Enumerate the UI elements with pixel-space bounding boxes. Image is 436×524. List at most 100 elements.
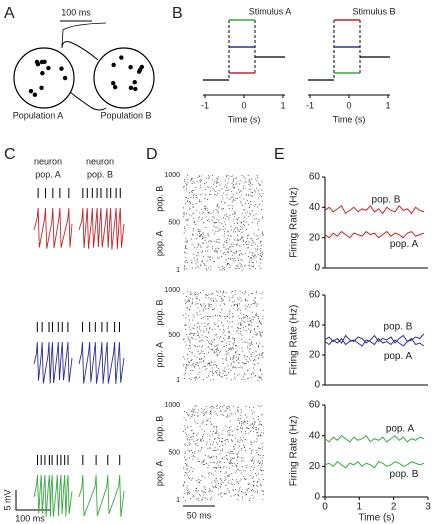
raster-dot (212, 485, 214, 487)
raster-dot (216, 206, 218, 208)
raster-dot (239, 196, 241, 198)
raster-dot (232, 337, 234, 339)
raster-dot (197, 423, 199, 424)
raster-dot (197, 351, 199, 353)
raster-dot (251, 374, 253, 376)
raster-dot (204, 369, 206, 371)
raster-dot (210, 423, 212, 425)
raster-dot (230, 250, 232, 252)
raster-dot (245, 194, 247, 196)
raster-dot (189, 294, 191, 296)
raster-dot (221, 496, 223, 498)
raster-dot (252, 490, 254, 492)
raster-dot (190, 379, 192, 381)
raster-dot (243, 354, 245, 356)
raster-dot (187, 336, 189, 338)
rate-line (324, 434, 425, 443)
raster-dot (248, 304, 249, 306)
raster-dot (185, 196, 187, 198)
raster-dot (261, 231, 263, 233)
raster-dot (252, 262, 254, 264)
raster-dot (222, 267, 224, 269)
raster-dot (243, 378, 245, 380)
raster-dot (253, 480, 255, 482)
raster-dot (186, 364, 187, 366)
raster-dot (218, 352, 220, 354)
raster-dot (250, 188, 252, 190)
raster-dot (215, 315, 216, 316)
raster-dot (198, 365, 200, 367)
raster-dot (233, 252, 235, 254)
raster-dot (261, 405, 263, 407)
raster-dot (233, 448, 235, 450)
raster-dot (192, 327, 194, 329)
raster-dot (221, 414, 223, 415)
raster-dot (196, 479, 198, 481)
raster-dot (238, 299, 240, 301)
raster-dot (209, 435, 211, 437)
raster-dot (253, 256, 255, 257)
raster-dot (216, 432, 218, 434)
raster-dot (187, 240, 189, 242)
raster-dot (252, 424, 254, 426)
raster-dot (214, 233, 215, 235)
raster-dot (253, 255, 255, 257)
raster-dot (241, 194, 243, 196)
raster-dot (248, 184, 250, 185)
raster-dot (227, 237, 229, 239)
raster-dot (223, 330, 225, 332)
raster-dot (232, 347, 234, 349)
raster-dot (211, 370, 213, 372)
raster-dot (241, 213, 243, 215)
raster-dot (242, 444, 244, 446)
raster-dot (252, 303, 254, 304)
raster-dot (207, 210, 209, 212)
raster-dot (200, 361, 202, 363)
raster-dot (247, 175, 249, 176)
raster-dot (222, 299, 224, 301)
neuron-dot (128, 64, 133, 70)
raster-dot (262, 490, 264, 492)
raster-dot (244, 299, 246, 301)
raster-dot (206, 411, 208, 413)
raster-dot (211, 408, 213, 410)
raster-dot (215, 250, 217, 252)
raster-dot (258, 416, 259, 418)
raster-dot (196, 312, 198, 314)
raster-dot (215, 484, 217, 486)
y-tick-label: 20 (309, 232, 321, 243)
raster-dot (188, 442, 190, 444)
raster-dot (200, 495, 202, 497)
raster-dot (187, 182, 189, 184)
raster-dot (191, 410, 193, 412)
raster-dot (252, 430, 254, 432)
raster-dot (232, 181, 234, 183)
raster-dot (190, 197, 192, 199)
raster-dot (215, 290, 217, 292)
raster-dot (247, 237, 248, 239)
raster-dot (249, 499, 250, 501)
raster-dot (261, 323, 263, 325)
raster-dot (184, 341, 186, 343)
raster-dot (257, 428, 259, 430)
raster-dot (255, 203, 257, 205)
raster-dot (197, 412, 199, 414)
raster-dot (218, 248, 220, 250)
raster-dot (221, 188, 223, 190)
raster-dot (204, 413, 206, 415)
raster-dot (225, 374, 227, 376)
raster-dot (214, 180, 216, 182)
raster-dot (217, 437, 219, 439)
raster-dot (218, 433, 220, 435)
raster-dot (199, 181, 201, 183)
raster-dot (223, 328, 225, 330)
raster-dot (261, 460, 263, 462)
raster-dot (189, 309, 190, 311)
raster-dot (239, 423, 241, 425)
raster-dot (201, 475, 203, 477)
raster-dot (222, 198, 224, 200)
raster-dot (228, 231, 230, 233)
raster-dot (237, 266, 239, 267)
raster-dot (231, 347, 233, 349)
raster-dot (251, 343, 253, 345)
